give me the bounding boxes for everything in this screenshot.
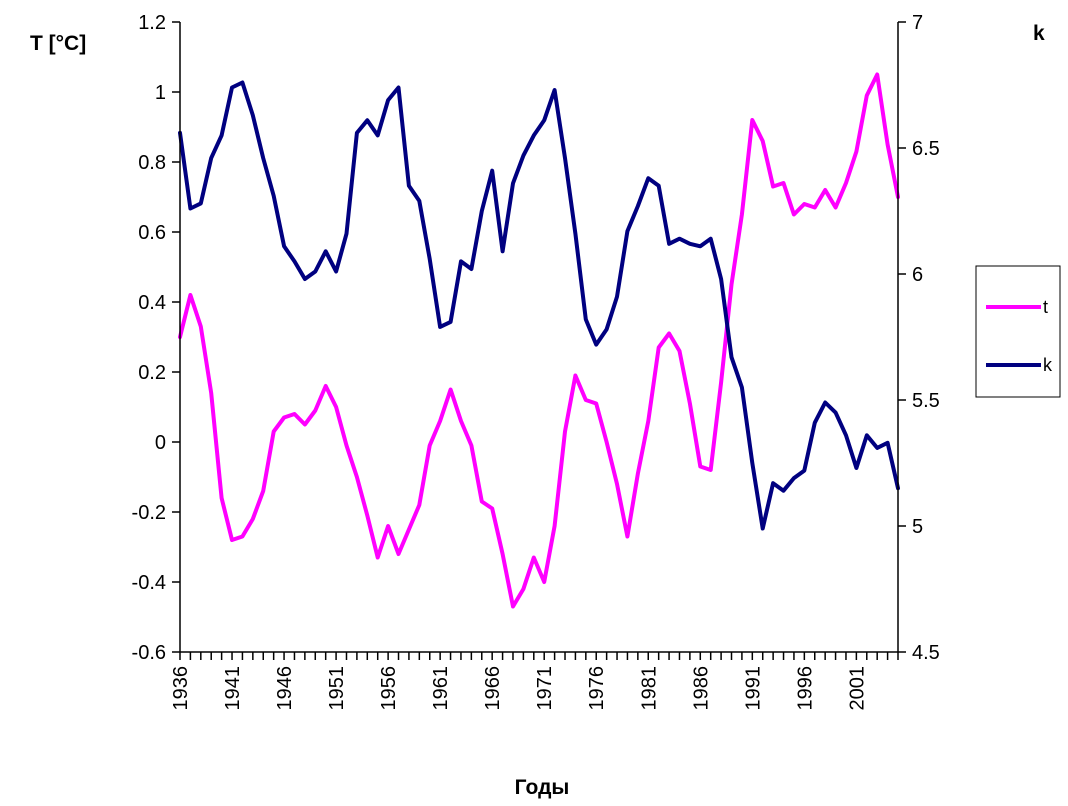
x-tick-label: 1941 bbox=[222, 666, 244, 711]
x-tick-label: 1981 bbox=[638, 666, 660, 711]
right-axis-title: k bbox=[1033, 22, 1045, 45]
left-tick-label: -0.2 bbox=[132, 502, 166, 524]
legend-label-t: t bbox=[1043, 297, 1048, 317]
x-tick-label: 2001 bbox=[846, 666, 868, 711]
right-tick-label: 4.5 bbox=[912, 642, 940, 664]
right-tick-label: 6.5 bbox=[912, 138, 940, 160]
x-tick-label: 1946 bbox=[274, 666, 296, 711]
left-tick-label: 0.4 bbox=[138, 292, 166, 314]
x-tick-label: 1961 bbox=[430, 666, 452, 711]
right-tick-label: 5 bbox=[912, 516, 923, 538]
x-tick-label: 1966 bbox=[482, 666, 504, 711]
series-layer bbox=[178, 72, 900, 609]
legend-label-k: k bbox=[1043, 355, 1053, 375]
x-axis-title: Годы bbox=[515, 776, 570, 799]
legend-box bbox=[975, 265, 1061, 398]
x-tick-label: 1936 bbox=[170, 666, 192, 711]
left-tick-label: 1 bbox=[155, 82, 166, 104]
left-tick-label: 0 bbox=[155, 432, 166, 454]
right-tick-label: 6 bbox=[912, 264, 923, 286]
left-tick-label: 0.6 bbox=[138, 222, 166, 244]
left-tick-label: -0.6 bbox=[132, 642, 166, 664]
right-tick-label: 7 bbox=[912, 12, 923, 34]
left-axis-title: T [°C] bbox=[30, 32, 86, 55]
left-tick-label: 0.2 bbox=[138, 362, 166, 384]
left-tick-label: 0.8 bbox=[138, 152, 166, 174]
x-tick-label: 1956 bbox=[378, 666, 400, 711]
x-tick-label: 1991 bbox=[742, 666, 764, 711]
series-line-t bbox=[178, 72, 900, 609]
x-tick-label: 1986 bbox=[690, 666, 712, 711]
left-tick-label: -0.4 bbox=[132, 572, 166, 594]
right-axis-ticks: 4.5 5 5.5 6 6.5 7 bbox=[898, 12, 940, 664]
x-tick-label: 1976 bbox=[586, 666, 608, 711]
x-tick-label: 1971 bbox=[534, 666, 556, 711]
x-tick-label: 1996 bbox=[794, 666, 816, 711]
x-tick-label: 1951 bbox=[326, 666, 348, 711]
left-axis-ticks: -0.6 -0.4 -0.2 0 0.2 0.4 0.6 0.8 1 1.2 bbox=[132, 12, 180, 664]
legend: t k bbox=[975, 265, 1061, 398]
right-tick-label: 5.5 bbox=[912, 390, 940, 412]
x-axis-ticks: 1936 1941 1946 1951 1956 1961 1966 1971 1976 1981… bbox=[170, 652, 899, 711]
left-tick-label: 1.2 bbox=[138, 12, 166, 34]
series-line-k bbox=[178, 80, 900, 531]
